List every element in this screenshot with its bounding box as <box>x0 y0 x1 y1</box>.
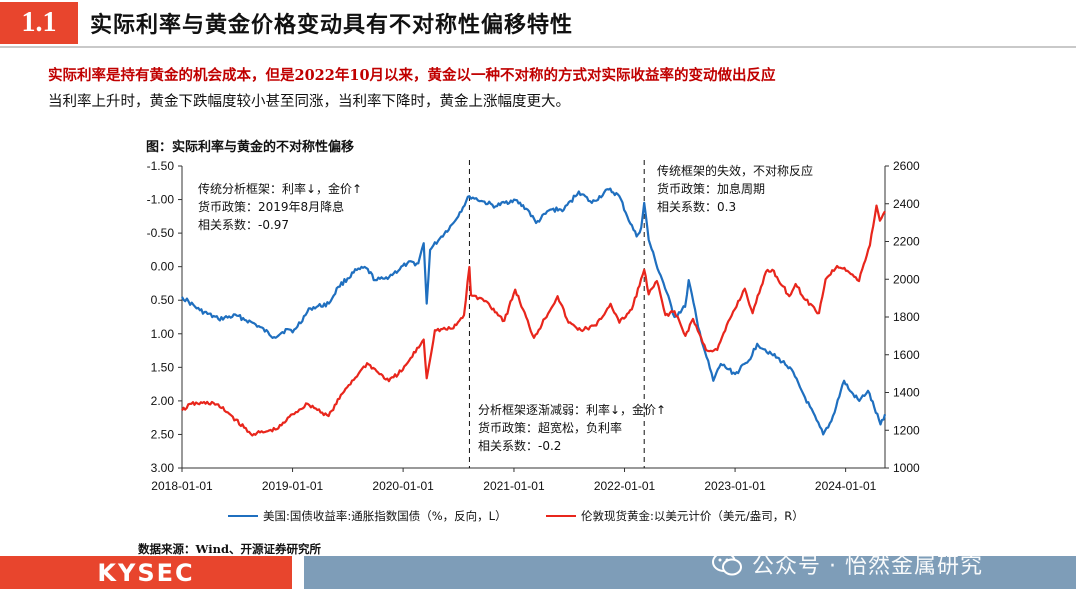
series-line-gold-price <box>181 204 886 437</box>
y-right-tick-label: 2400 <box>893 197 920 211</box>
annotation-period1-line: 相关系数：-0.97 <box>198 217 289 232</box>
slide-header: 1.1 实际利率与黄金价格变动具有不对称性偏移特性 <box>0 0 1076 48</box>
subtitle-highlight: 实际利率是持有黄金的机会成本，但是2022年10月以来，黄金以一种不对称的方式对… <box>48 67 776 84</box>
series-line-tips-yield <box>181 187 887 436</box>
y-right-tick-label: 2600 <box>893 159 920 173</box>
y-left-tick-label: 1.50 <box>151 360 175 374</box>
y-right-tick-label: 1200 <box>893 423 920 437</box>
y-right-tick-label: 1000 <box>893 461 920 475</box>
source-note: 数据来源：Wind、开源证券研究所 <box>138 542 321 556</box>
x-tick-label: 2020-01-01 <box>372 479 434 493</box>
y-left-tick-label: -1.00 <box>147 193 175 207</box>
y-right-tick-label: 1400 <box>893 386 920 400</box>
annotation-period1-line: 货币政策：2019年8月降息 <box>198 199 344 214</box>
y-left-tick-label: -0.50 <box>147 226 175 240</box>
y-left-tick-label: 3.00 <box>151 461 175 475</box>
annotation-period1-line: 传统分析框架：利率↓，金价↑ <box>198 181 362 196</box>
watermark: 公众号 · 怡然金属研究 <box>712 547 983 581</box>
x-tick-label: 2021-01-01 <box>483 479 545 493</box>
y-left-tick-label: 2.00 <box>151 394 175 408</box>
subtitle-body: 当利率上升时，黄金下跌幅度较小甚至同涨，当利率下降时，黄金上涨幅度更大。 <box>48 94 570 110</box>
y-right-tick-label: 2200 <box>893 235 920 249</box>
y-right-tick-label: 1600 <box>893 348 920 362</box>
annotation-period2-line: 货币政策：超宽松，负利率 <box>478 420 622 435</box>
chart-axes: -1.50 -1.00 -0.50 0.00 0.50 1.00 1.50 2.00 2.50 3… <box>147 159 920 493</box>
section-number-badge: 1.1 <box>0 2 78 44</box>
x-tick-label: 2019-01-01 <box>262 479 324 493</box>
y-left-tick-label: 1.00 <box>151 327 175 341</box>
legend-label-tips-yield: 美国:国债收益率:通胀指数国债（%，反向，L） <box>263 509 507 523</box>
slide-title: 实际利率与黄金价格变动具有不对称性偏移特性 <box>90 12 574 38</box>
x-tick-label: 2023-01-01 <box>704 479 766 493</box>
y-left-tick-label: -1.50 <box>147 159 175 173</box>
annotation-period3-line: 相关系数：0.3 <box>657 199 736 214</box>
legend-item-tips-yield: 美国:国债收益率:通胀指数国债（%，反向，L） <box>228 508 507 524</box>
logo-text: KYSEC <box>97 558 195 587</box>
legend-swatch-red <box>546 515 576 517</box>
footer-band <box>304 556 1076 589</box>
x-tick-label: 2018-01-01 <box>151 479 213 493</box>
x-tick-label: 2024-01-01 <box>815 479 877 493</box>
x-tick-label: 2022-01-01 <box>594 479 656 493</box>
chart-title: 图：实际利率与黄金的不对称性偏移 <box>146 140 355 155</box>
y-left-tick-label: 2.50 <box>151 427 175 441</box>
y-left-tick-label: 0.00 <box>151 260 175 274</box>
y-right-tick-label: 2000 <box>893 272 920 286</box>
legend-item-gold-price: 伦敦现货黄金:以美元计价（美元/盎司，R） <box>546 508 804 524</box>
chart-series <box>181 187 887 437</box>
legend-swatch-blue <box>228 515 258 517</box>
annotation-period2-line: 相关系数：-0.2 <box>478 438 561 453</box>
watermark-text: 公众号 · 怡然金属研究 <box>752 554 983 579</box>
annotation-period2-line: 分析框架逐渐减弱：利率↓，金价↑ <box>478 402 666 417</box>
y-left-tick-label: 0.50 <box>151 293 175 307</box>
y-right-tick-label: 1800 <box>893 310 920 324</box>
kysec-logo: KYSEC <box>0 556 292 589</box>
wechat-icon <box>712 552 742 576</box>
vertical-markers <box>468 160 645 468</box>
annotation-period3-line: 传统框架的失效，不对称反应 <box>657 163 813 178</box>
header-divider <box>0 46 1076 48</box>
legend-label-gold-price: 伦敦现货黄金:以美元计价（美元/盎司，R） <box>581 509 804 523</box>
annotation-period3-line: 货币政策：加息周期 <box>657 181 765 196</box>
